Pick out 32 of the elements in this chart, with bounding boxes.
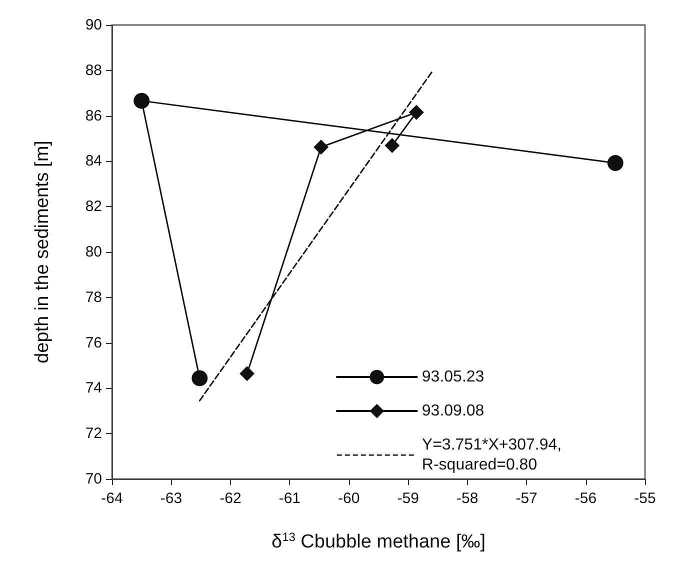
point [607, 155, 624, 172]
point [408, 104, 424, 120]
y-tick-label: 82 [85, 198, 102, 216]
x-tick-label: -61 [278, 490, 301, 507]
x-tick-label: -57 [516, 490, 538, 507]
legend-label: Y=3.751*X+307.94, R-squared=0.80 [422, 436, 566, 474]
y-tick-label: 72 [85, 425, 102, 442]
y-tick-label: 80 [85, 244, 102, 260]
legend-label: 93.09.08 [422, 402, 484, 420]
y-tick-label: 76 [85, 334, 102, 352]
point [134, 92, 150, 109]
x-tick-label: -64 [101, 490, 123, 507]
y-tick-label: 90 [85, 16, 102, 34]
point [240, 366, 255, 382]
point [384, 138, 400, 154]
y-tick-label: 86 [85, 107, 102, 124]
x-tick-label: -62 [220, 490, 242, 507]
x-tick-label: -59 [397, 490, 419, 507]
y-tick-label: 78 [85, 288, 102, 306]
x-tick-label: -55 [634, 490, 656, 507]
y-tick-label: 84 [85, 152, 102, 170]
x-tick-label: -56 [574, 490, 597, 507]
point [314, 140, 329, 155]
x-tick-label: -60 [338, 490, 360, 507]
y-tick-label: 74 [85, 380, 102, 397]
y-tick-label: 88 [85, 62, 102, 79]
y-axis-title: depth in the sediments [m] [32, 140, 53, 364]
legend-label: 93.05.23 [422, 368, 484, 386]
x-tick-label: -63 [160, 490, 182, 507]
y-tick-label: 70 [85, 470, 102, 488]
point [192, 370, 208, 386]
x-tick-label: -58 [456, 490, 478, 507]
